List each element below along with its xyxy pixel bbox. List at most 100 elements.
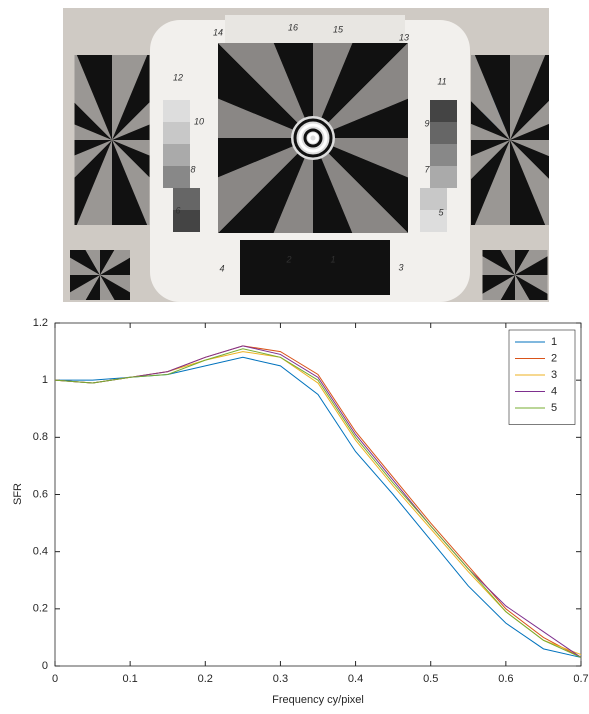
x-tick-label: 0.5: [423, 673, 438, 685]
star-wedge: [510, 123, 549, 140]
star-wedge: [313, 138, 408, 233]
star-wedge: [482, 275, 515, 300]
star-wedge: [100, 275, 130, 293]
gray-patch: [163, 122, 190, 144]
star-wedge: [112, 140, 148, 225]
target-ring: [298, 123, 328, 153]
star-wedge: [112, 55, 150, 140]
star-wedge: [500, 275, 515, 300]
x-tick-label: 0.1: [122, 673, 137, 685]
legend-label: 3: [551, 369, 557, 381]
y-tick-label: 1: [42, 374, 48, 386]
y-tick-label: 0.6: [33, 488, 48, 500]
legend-label: 2: [551, 352, 557, 364]
star-wedge: [112, 102, 150, 140]
photo-label: 11: [437, 76, 446, 86]
star-wedge: [482, 250, 515, 275]
star-wedge: [313, 43, 408, 138]
photo-label: 12: [173, 72, 183, 82]
series-line: [54, 345, 582, 658]
y-tick-label: 1.2: [33, 317, 48, 329]
star-wedge: [313, 138, 408, 178]
legend-label: 4: [551, 385, 557, 397]
gray-patch: [173, 188, 200, 210]
gray-patch: [430, 122, 457, 144]
star: [74, 55, 150, 225]
star-wedge: [85, 250, 100, 275]
star-wedge: [273, 43, 313, 138]
star-wedge: [482, 275, 515, 294]
gray-patch: [430, 100, 457, 122]
gray-patch: [420, 188, 447, 210]
photo-label: 4: [219, 263, 224, 273]
star-wedge: [471, 123, 510, 140]
legend-label: 5: [551, 402, 557, 414]
target: [291, 116, 335, 160]
star-wedge: [100, 250, 130, 275]
star-wedge: [474, 55, 510, 140]
photo-label: 3: [398, 262, 403, 272]
star-wedge: [510, 140, 549, 157]
star-wedge: [471, 55, 510, 140]
bottom-block: [240, 240, 390, 295]
star-wedge: [313, 98, 408, 138]
gray-patch: [163, 100, 190, 122]
gray-patch: [173, 210, 200, 232]
gray-patch: [430, 144, 457, 166]
star-wedge: [70, 275, 100, 300]
star-wedge: [510, 100, 549, 140]
star-wedge: [273, 138, 313, 233]
x-tick-label: 0.3: [273, 673, 288, 685]
photo-label: 5: [438, 207, 444, 217]
photo-label: 8: [190, 164, 195, 174]
star-wedge: [70, 250, 100, 275]
photo: 16 15 14 13 12 11 10 9 8 7 6 5 4 3 2 1: [63, 8, 549, 302]
photo-label: 10: [194, 116, 204, 126]
legend-box: [508, 329, 576, 425]
star-wedge: [515, 250, 548, 275]
star-wedge: [74, 140, 112, 178]
star-wedge: [510, 140, 549, 180]
photo-label: 14: [213, 27, 223, 37]
star-wedge: [313, 138, 353, 233]
x-tick-label: 0.7: [573, 673, 588, 685]
star: [70, 250, 130, 300]
star-wedge: [70, 275, 100, 293]
star-wedge: [74, 140, 112, 156]
star-wedge: [510, 140, 546, 225]
star: [218, 43, 408, 233]
star-wedge: [510, 140, 549, 225]
photo-label: 13: [399, 32, 409, 42]
target-ring: [303, 128, 323, 148]
photo-label: 2: [285, 254, 291, 264]
y-tick-label: 0.8: [33, 431, 48, 443]
star-wedge: [100, 257, 130, 275]
star: [471, 55, 549, 225]
star-wedge: [112, 124, 150, 140]
gray-patch: [420, 210, 447, 232]
photo-label: 1: [330, 254, 335, 264]
star-wedge: [471, 140, 510, 179]
star-wedge: [515, 250, 530, 275]
star-wedge: [218, 43, 313, 138]
photo-label: 15: [333, 24, 344, 34]
star-wedge: [218, 138, 313, 233]
y-axis-label: SFR: [12, 483, 24, 505]
star: [482, 250, 548, 300]
x-tick-label: 0: [52, 673, 58, 685]
star-wedge: [474, 140, 510, 225]
series-line: [54, 348, 582, 658]
star-wedge: [100, 275, 115, 300]
y-tick-label: 0.2: [33, 603, 48, 615]
star-wedge: [112, 140, 150, 225]
star-wedge: [510, 55, 549, 140]
star-wedge: [74, 55, 112, 140]
y-tick-label: 0: [42, 660, 48, 672]
photo-label: 16: [288, 22, 298, 32]
x-axis-label: Frequency cy/pixel: [272, 694, 364, 706]
star-wedge: [74, 140, 112, 225]
photo-label: 9: [424, 118, 429, 128]
target-ring: [293, 118, 333, 158]
photo-label: 6: [175, 205, 180, 215]
